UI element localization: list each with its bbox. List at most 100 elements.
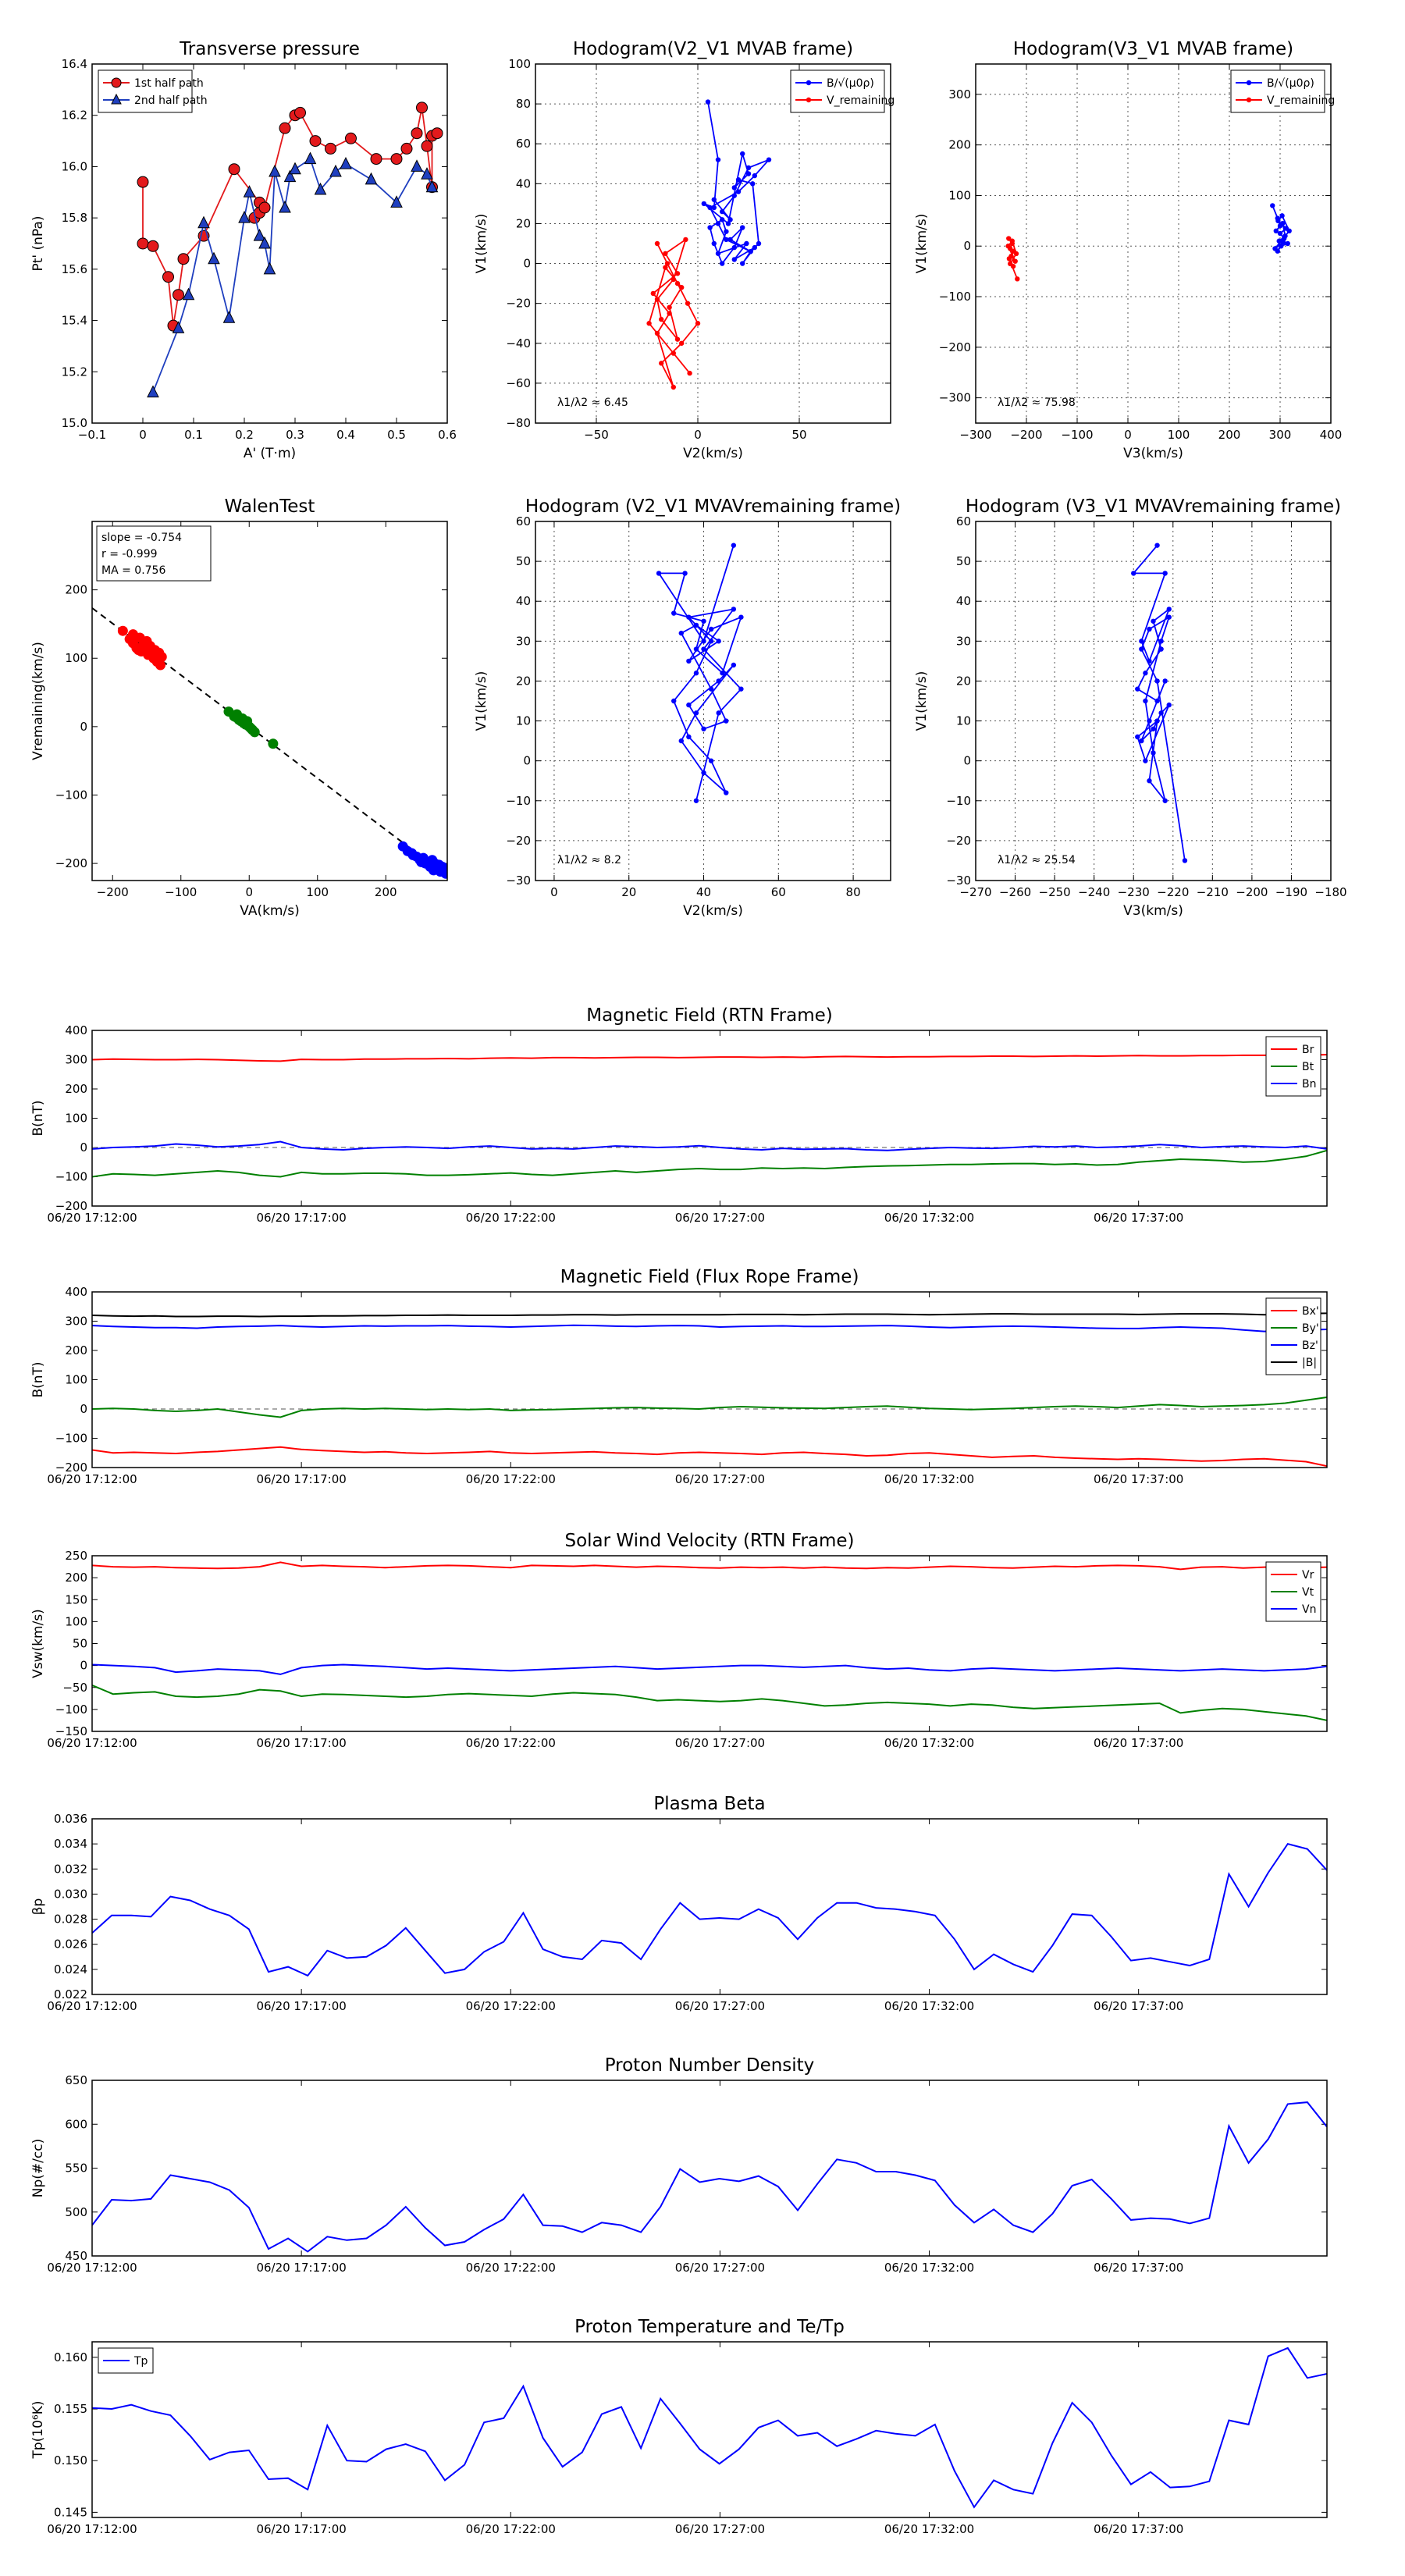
series-line-2nd half path <box>152 158 433 393</box>
data-point <box>715 251 721 256</box>
data-point <box>711 197 717 202</box>
legend-label: Bx' <box>1302 1305 1319 1318</box>
data-point <box>1276 238 1282 244</box>
data-point <box>1166 702 1172 708</box>
y-tick-label: 0.145 <box>54 2505 87 2519</box>
x-axis-label: V2(km/s) <box>683 903 743 919</box>
data-point <box>309 135 322 148</box>
y-tick-label: 50 <box>956 554 971 568</box>
y-tick-label: −20 <box>506 834 531 848</box>
data-point <box>1151 726 1156 731</box>
chart-walen: WalenTest −200 −100 0 100 200 −200 −100 0 100 200 V… <box>30 496 448 919</box>
annotation: λ1/λ2 ≈ 25.54 <box>998 854 1076 866</box>
x-tick-label: 400 <box>1320 428 1343 442</box>
legend-label: 1st half path <box>134 77 204 90</box>
data-point <box>228 163 240 176</box>
data-point <box>687 370 692 376</box>
x-tick-label: 06/20 17:17:00 <box>256 2261 346 2275</box>
data-point <box>693 798 699 803</box>
legend-label: Vn <box>1302 1603 1316 1616</box>
data-point <box>289 162 301 175</box>
x-tick-label: 0 <box>139 428 147 442</box>
data-point <box>646 321 652 326</box>
data-point <box>716 639 721 644</box>
y-tick-label: 200 <box>65 1082 87 1096</box>
x-tick-label: 200 <box>1218 428 1241 442</box>
legend-label: B/√(μ0ρ) <box>1267 77 1314 90</box>
y-tick-label: −10 <box>506 794 531 808</box>
data-point <box>659 361 664 366</box>
data-point <box>279 200 291 213</box>
y-tick-label: 100 <box>65 651 87 665</box>
y-tick-label: 650 <box>65 2073 87 2087</box>
x-tick-label: 06/20 17:22:00 <box>466 1736 556 1750</box>
data-point <box>695 321 701 326</box>
x-tick-label: 40 <box>696 885 711 899</box>
data-point <box>1154 678 1160 684</box>
annotation: λ1/λ2 ≈ 6.45 <box>557 397 628 409</box>
chart-title: Solar Wind Velocity (RTN Frame) <box>564 1531 854 1551</box>
y-tick-label: 200 <box>65 1343 87 1357</box>
data-point <box>1279 213 1285 219</box>
legend-label: Bn <box>1302 1078 1316 1091</box>
y-tick-label: −200 <box>55 1461 87 1475</box>
data-point <box>686 702 692 708</box>
series-line-Vt <box>92 1684 1327 1721</box>
y-tick-label: 0 <box>523 257 531 271</box>
x-tick-label: −180 <box>1314 885 1346 899</box>
data-point <box>720 208 725 215</box>
data-point <box>654 297 660 302</box>
y-tick-label: 400 <box>65 1285 87 1299</box>
x-tick-label: 06/20 17:27:00 <box>675 1736 765 1750</box>
chart-title: Transverse pressure <box>179 39 360 59</box>
chart-h4: Hodogram (V3_V1 MVAVremaining frame) −270… <box>914 496 1347 919</box>
plot-frame <box>975 521 1332 881</box>
y-tick-label: 30 <box>516 634 531 648</box>
x-tick-label: 60 <box>771 885 786 899</box>
series-line-Vr <box>92 1561 1327 1571</box>
legend-label: V_remaining <box>1267 94 1335 107</box>
chart-bfr: Magnetic Field (Flux Rope Frame) 06/20 17… <box>30 1267 1328 1486</box>
data-point <box>693 646 699 652</box>
annotation-line: MA = 0.756 <box>101 564 165 577</box>
data-point <box>686 658 692 664</box>
legend-box <box>790 69 885 113</box>
data-point <box>1162 678 1168 684</box>
y-tick-label: 16.0 <box>62 159 87 173</box>
data-point <box>1166 607 1172 612</box>
plot-frame <box>91 1555 1328 1732</box>
x-tick-label: 06/20 17:27:00 <box>675 1999 765 2013</box>
x-tick-label: 06/20 17:12:00 <box>47 2522 137 2536</box>
y-tick-label: −30 <box>506 873 531 888</box>
data-point <box>686 614 692 620</box>
data-point <box>679 285 685 290</box>
data-point <box>425 180 439 193</box>
data-point <box>731 543 737 548</box>
data-point <box>752 173 757 179</box>
y-tick-label: 0 <box>80 1659 87 1673</box>
data-point <box>679 340 685 346</box>
series-line-Br <box>92 1054 1327 1062</box>
data-point <box>693 710 699 716</box>
y-tick-label: 450 <box>65 2249 87 2263</box>
data-point <box>147 385 159 398</box>
plot-area <box>1005 203 1292 282</box>
data-point <box>230 712 241 723</box>
y-tick-label: 16.2 <box>62 109 87 123</box>
data-point <box>708 758 714 763</box>
data-point <box>1147 718 1152 724</box>
data-point <box>279 122 291 134</box>
y-tick-label: −150 <box>55 1724 87 1738</box>
data-point <box>1143 671 1148 676</box>
data-point <box>716 678 721 684</box>
x-tick-label: 06/20 17:17:00 <box>256 1211 346 1225</box>
data-point <box>1005 244 1011 249</box>
x-tick-label: 06/20 17:32:00 <box>884 1211 974 1225</box>
data-point <box>172 321 185 333</box>
data-point <box>1151 618 1156 624</box>
x-tick-label: 06/20 17:12:00 <box>47 2261 137 2275</box>
x-tick-label: −260 <box>999 885 1031 899</box>
data-point <box>1154 698 1160 704</box>
y-tick-label: 200 <box>65 583 87 597</box>
data-point <box>735 177 742 183</box>
